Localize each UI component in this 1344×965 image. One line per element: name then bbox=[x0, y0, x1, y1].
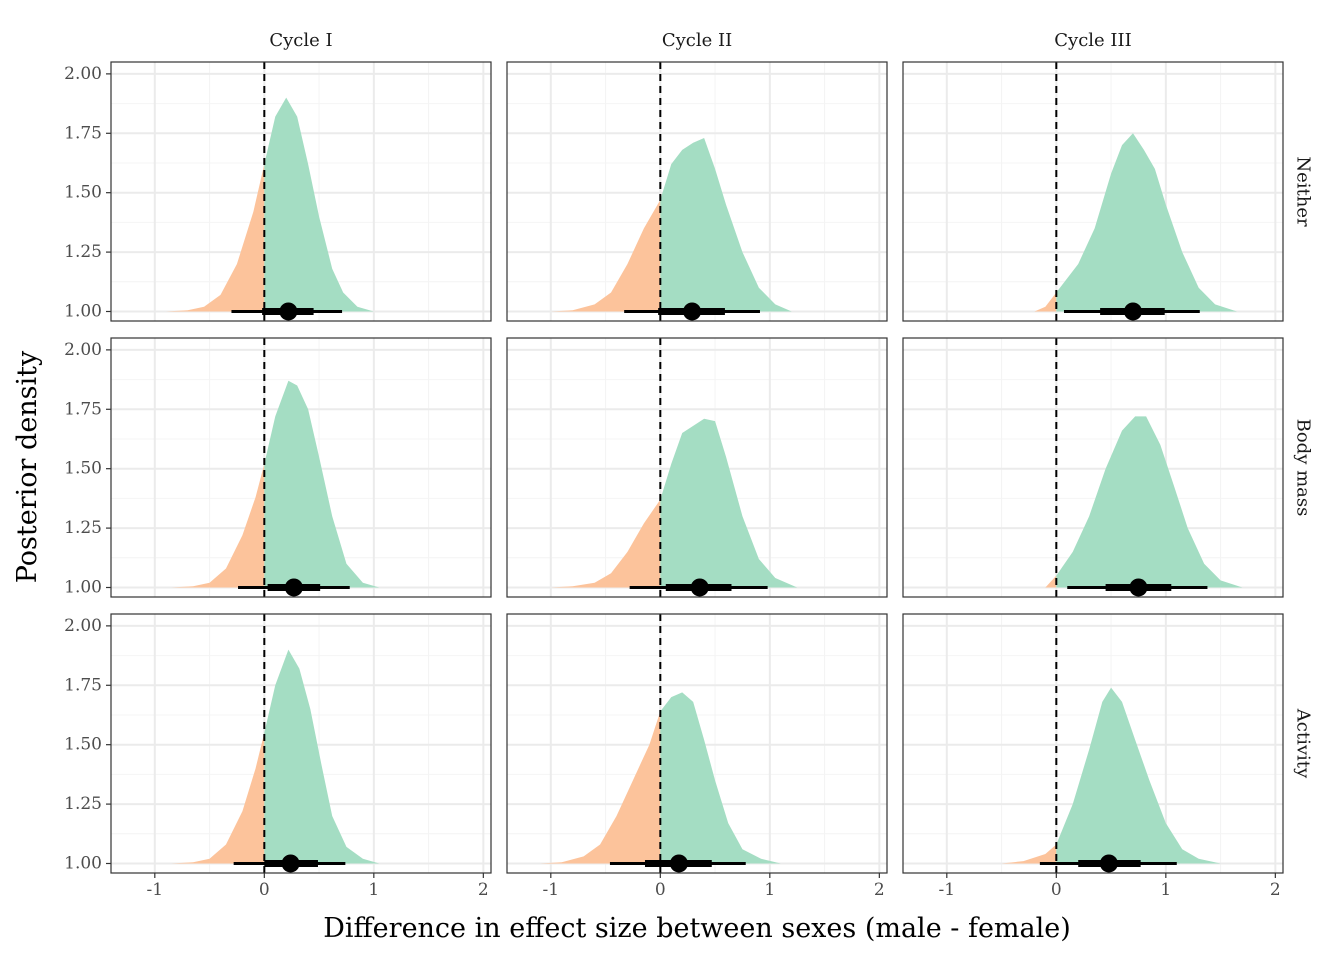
x-tick-label: -1 bbox=[939, 880, 956, 900]
x-axis-title: Difference in effect size between sexes … bbox=[323, 913, 1071, 944]
y-tick-label: 1.25 bbox=[64, 794, 102, 814]
column-strip-label: Cycle II bbox=[662, 30, 732, 51]
column-strip-label: Cycle I bbox=[269, 30, 332, 51]
y-tick-label: 2.00 bbox=[64, 340, 102, 360]
panel-border bbox=[110, 337, 492, 598]
x-tick-label: 1 bbox=[1160, 880, 1171, 900]
density-below-zero bbox=[165, 164, 265, 312]
density-above-zero bbox=[1056, 416, 1243, 588]
median-point bbox=[690, 578, 709, 597]
median-point bbox=[1123, 302, 1142, 321]
panel-0-0 bbox=[110, 61, 492, 322]
density-above-zero bbox=[660, 418, 798, 588]
y-tick-label: 1.25 bbox=[64, 518, 102, 538]
panel-2-2 bbox=[902, 613, 1284, 874]
density-above-zero bbox=[660, 138, 792, 312]
panel-2-1 bbox=[902, 337, 1284, 598]
y-tick-label: 1.75 bbox=[64, 123, 102, 143]
x-tick-label: -1 bbox=[147, 880, 164, 900]
panel-1-0 bbox=[506, 61, 888, 322]
median-point bbox=[284, 578, 303, 597]
y-tick-label: 1.00 bbox=[64, 853, 102, 873]
x-tick-label: 2 bbox=[874, 880, 885, 900]
y-tick-label: 1.50 bbox=[64, 735, 102, 755]
density-below-zero bbox=[171, 732, 265, 864]
median-point bbox=[1129, 578, 1148, 597]
density-above-zero bbox=[1056, 133, 1238, 312]
x-tick-label: 1 bbox=[368, 880, 379, 900]
median-point bbox=[281, 854, 300, 873]
y-tick-label: 1.75 bbox=[64, 399, 102, 419]
density-above-zero bbox=[1056, 687, 1221, 864]
panel-border bbox=[902, 61, 1284, 322]
row-strip-label: Neither bbox=[1293, 156, 1314, 227]
panel-1-2 bbox=[506, 613, 888, 874]
density-below-zero bbox=[539, 711, 661, 864]
median-point bbox=[279, 302, 298, 321]
x-tick-label: 0 bbox=[259, 880, 270, 900]
density-below-zero bbox=[550, 499, 661, 588]
density-below-zero bbox=[550, 199, 661, 312]
median-point bbox=[669, 854, 688, 873]
panel-0-2 bbox=[110, 613, 492, 874]
y-tick-label: 1.00 bbox=[64, 577, 102, 597]
density-below-zero bbox=[1045, 575, 1057, 588]
x-tick-label: -1 bbox=[543, 880, 560, 900]
y-tick-label: 1.50 bbox=[64, 183, 102, 203]
x-tick-label: 0 bbox=[655, 880, 666, 900]
median-point bbox=[683, 302, 702, 321]
row-strip-label: Body mass bbox=[1293, 419, 1314, 517]
median-point bbox=[1099, 854, 1118, 873]
panel-border bbox=[506, 613, 888, 874]
density-below-zero bbox=[1034, 292, 1057, 312]
panel-border bbox=[110, 61, 492, 322]
y-tick-label: 1.00 bbox=[64, 301, 102, 321]
panel-1-1 bbox=[506, 337, 888, 598]
panel-border bbox=[902, 613, 1284, 874]
panel-border bbox=[110, 613, 492, 874]
x-tick-label: 0 bbox=[1051, 880, 1062, 900]
y-axis-title: Posterior density bbox=[12, 350, 43, 583]
x-tick-label: 2 bbox=[478, 880, 489, 900]
y-tick-label: 1.75 bbox=[64, 675, 102, 695]
density-above-zero bbox=[264, 649, 380, 864]
density-below-zero bbox=[171, 463, 265, 588]
panel-border bbox=[506, 337, 888, 598]
panel-border bbox=[506, 61, 888, 322]
column-strip-label: Cycle III bbox=[1054, 30, 1131, 51]
panel-2-0 bbox=[902, 61, 1284, 322]
y-tick-label: 2.00 bbox=[64, 64, 102, 84]
x-tick-label: 1 bbox=[764, 880, 775, 900]
density-above-zero bbox=[264, 97, 374, 312]
panel-0-1 bbox=[110, 337, 492, 598]
y-tick-label: 2.00 bbox=[64, 616, 102, 636]
y-tick-label: 1.25 bbox=[64, 242, 102, 262]
density-above-zero bbox=[264, 380, 380, 588]
row-strip-label: Activity bbox=[1293, 708, 1314, 779]
density-above-zero bbox=[660, 692, 781, 864]
y-tick-label: 1.50 bbox=[64, 459, 102, 479]
x-tick-label: 2 bbox=[1270, 880, 1281, 900]
density-below-zero bbox=[1001, 844, 1057, 864]
panel-border bbox=[902, 337, 1284, 598]
